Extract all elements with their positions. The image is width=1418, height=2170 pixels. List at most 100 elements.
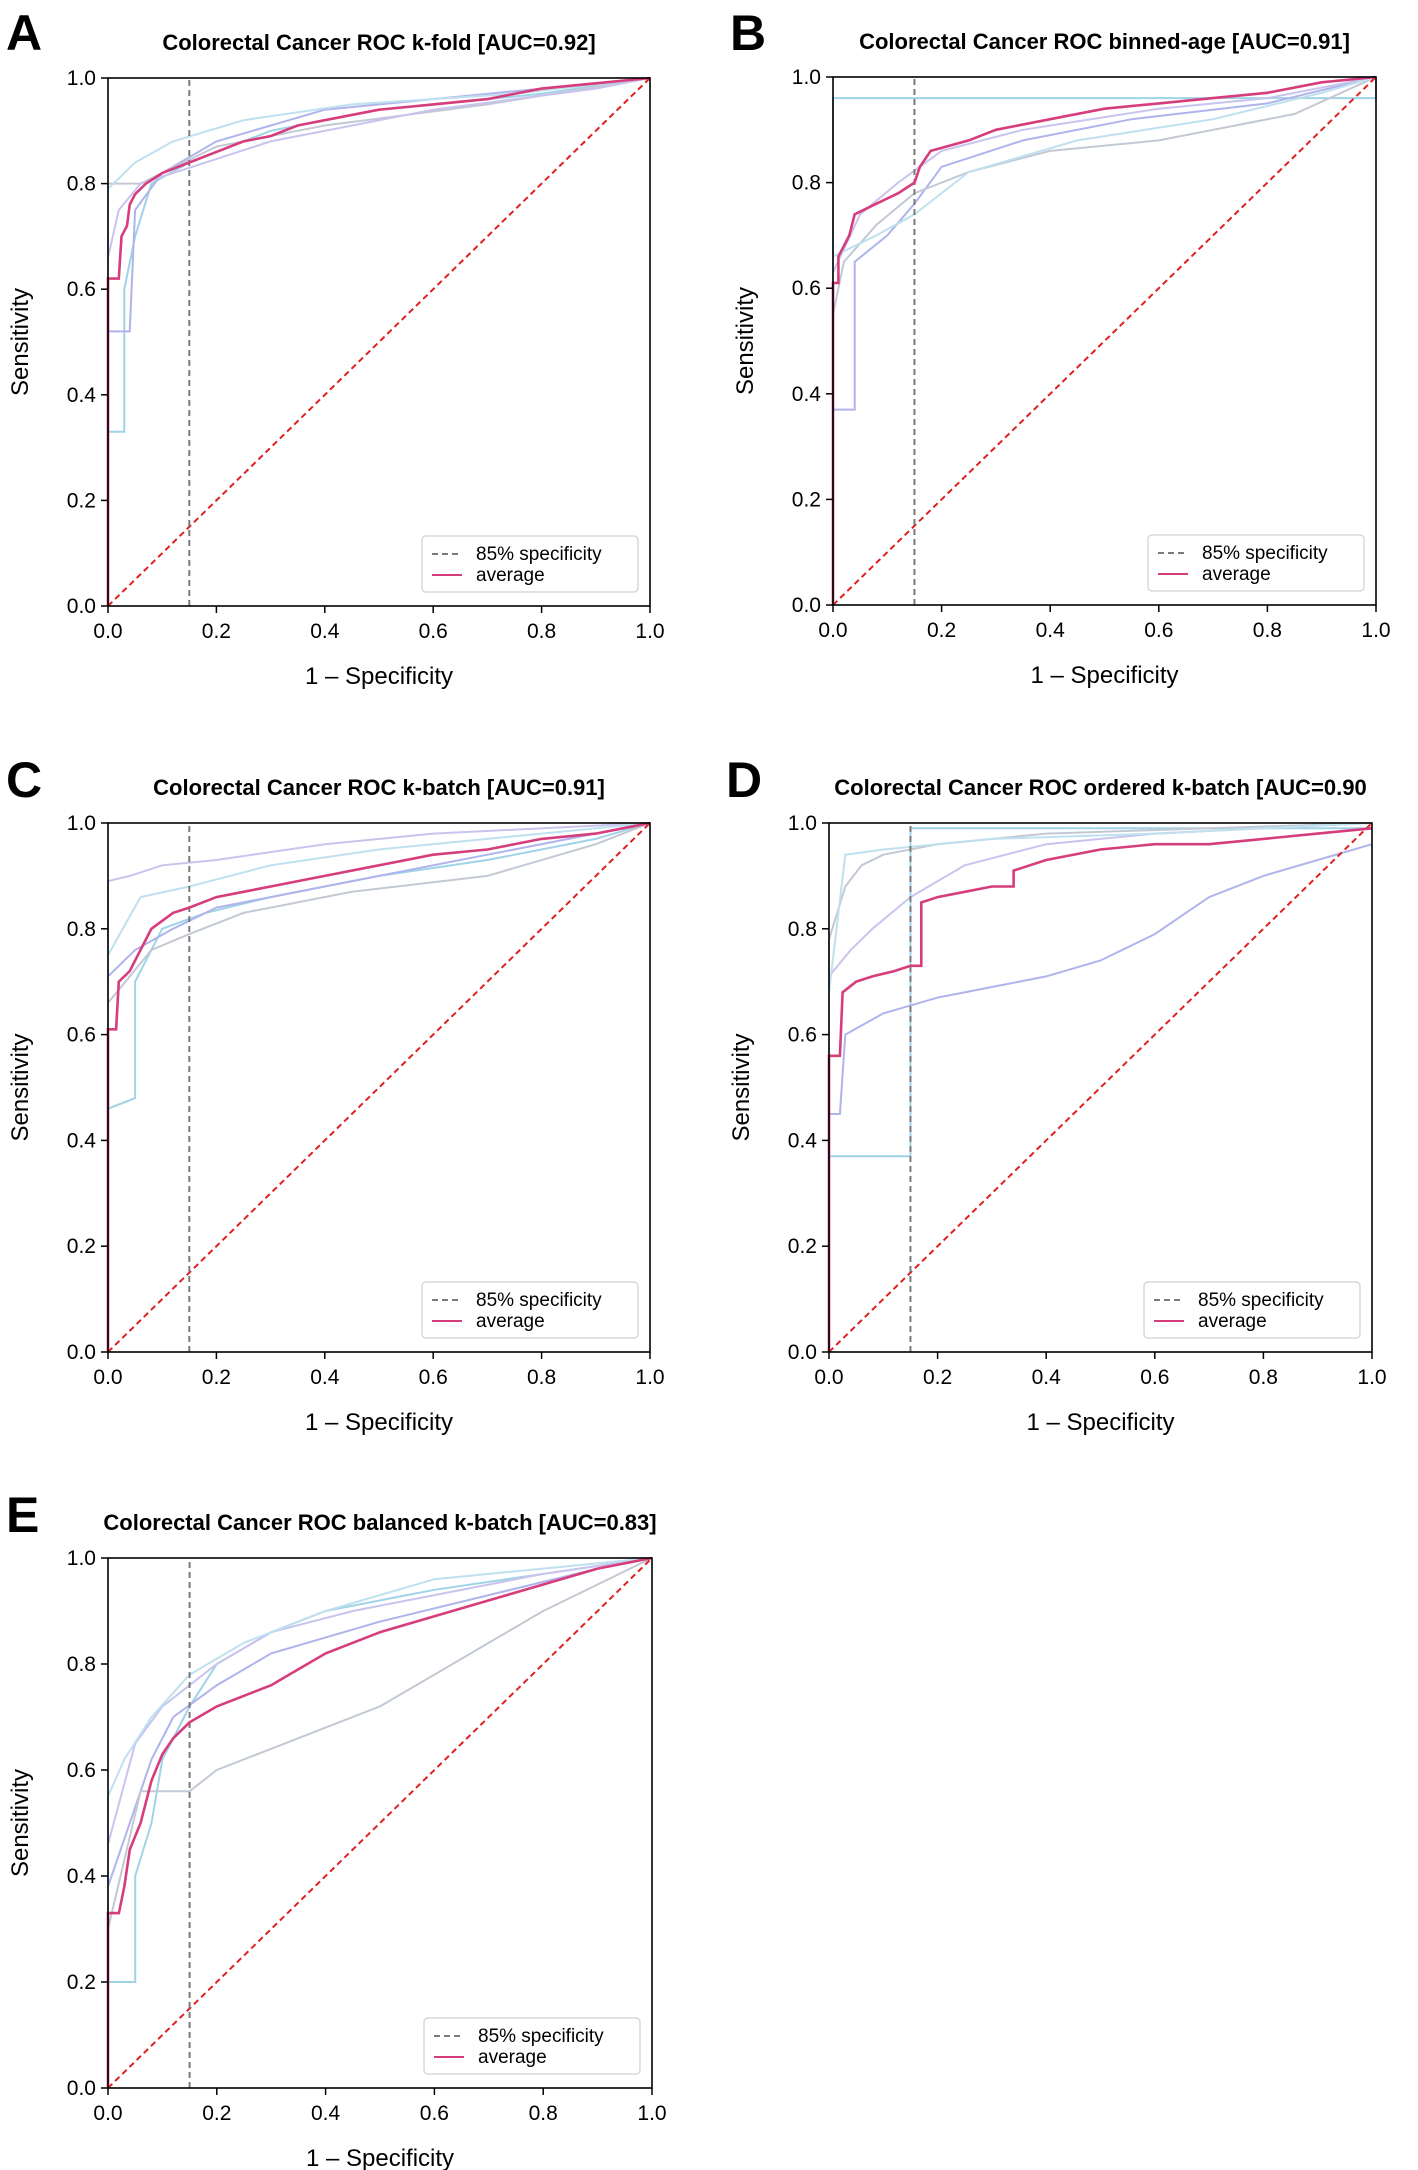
plot-frame <box>107 1557 653 2089</box>
x-tick-label: 0.2 <box>927 619 956 642</box>
x-tick-label: 1.0 <box>637 2102 666 2125</box>
y-tick-label: 0.2 <box>67 489 96 512</box>
y-tick-label: 0.0 <box>67 595 96 618</box>
chance-diagonal-line <box>107 77 651 607</box>
x-tick-label: 0.2 <box>202 2102 231 2125</box>
y-axis-label: Sensitivity <box>728 1033 755 1141</box>
average-roc-line <box>106 821 651 1352</box>
x-tick-label: 0.2 <box>202 1366 231 1389</box>
y-tick-label: 1.0 <box>788 812 817 835</box>
chance-diagonal-line <box>828 822 1373 1353</box>
chart-title: Colorectal Cancer ROC binned-age [AUC=0.… <box>859 29 1350 54</box>
chart-panel: D Colorectal Cancer ROC ordered k-batch [… <box>726 752 1387 1436</box>
x-tick-label: 1.0 <box>1361 619 1390 642</box>
x-tick-label: 1.0 <box>635 620 664 643</box>
chart-title: Colorectal Cancer ROC balanced k-batch [… <box>103 1510 656 1535</box>
y-tick-label: 0.2 <box>67 1235 96 1258</box>
y-tick-label: 0.2 <box>67 1971 96 1994</box>
x-tick-label: 0.4 <box>310 620 340 643</box>
y-tick-label: 0.0 <box>788 1341 817 1364</box>
x-tick-label: 0.2 <box>202 620 231 643</box>
fold-roc-line <box>832 76 1377 605</box>
y-tick-label: 0.0 <box>67 1341 96 1364</box>
y-tick-label: 0.6 <box>67 1759 96 1782</box>
legend-specificity-label: 85% specificity <box>476 544 602 565</box>
x-axis-label: 1 – Specificity <box>305 1409 453 1436</box>
x-tick-label: 0.6 <box>1144 619 1173 642</box>
x-tick-label: 0.8 <box>527 620 556 643</box>
y-tick-label: 0.4 <box>67 384 97 407</box>
chart-panel: B Colorectal Cancer ROC binned-age [AUC=0… <box>730 5 1391 689</box>
x-tick-label: 1.0 <box>1357 1366 1386 1389</box>
y-tick-label: 0.4 <box>67 1865 97 1888</box>
x-tick-label: 0.0 <box>814 1366 843 1389</box>
panel-letter: C <box>6 752 42 808</box>
fold-roc-line <box>107 77 651 606</box>
y-tick-label: 0.8 <box>792 172 821 195</box>
panel-letter: E <box>6 1487 39 1543</box>
chart-panel: A Colorectal Cancer ROC k-fold [AUC=0.92]… <box>6 5 665 690</box>
legend-specificity-label: 85% specificity <box>1202 543 1328 564</box>
y-tick-label: 0.8 <box>67 1653 96 1676</box>
x-tick-label: 0.0 <box>818 619 847 642</box>
x-tick-label: 0.0 <box>93 1366 122 1389</box>
x-axis-label: 1 – Specificity <box>306 2145 454 2170</box>
y-tick-label: 0.6 <box>788 1024 817 1047</box>
legend-average-label: average <box>1198 1311 1267 1332</box>
x-tick-label: 0.8 <box>529 2102 558 2125</box>
y-axis-label: Sensitivity <box>732 287 759 395</box>
x-tick-label: 0.4 <box>310 1366 340 1389</box>
fold-roc-line <box>107 1557 653 2088</box>
x-tick-label: 0.2 <box>923 1366 952 1389</box>
x-tick-label: 0.6 <box>419 620 448 643</box>
x-tick-label: 0.8 <box>527 1366 556 1389</box>
plot-frame <box>107 77 651 607</box>
y-tick-label: 1.0 <box>67 812 96 835</box>
y-tick-label: 0.4 <box>788 1129 818 1152</box>
y-tick-label: 0.8 <box>67 173 96 196</box>
legend-specificity-label: 85% specificity <box>1198 1290 1324 1311</box>
y-tick-label: 0.2 <box>788 1235 817 1258</box>
x-tick-label: 0.6 <box>419 1366 448 1389</box>
y-tick-label: 0.8 <box>788 918 817 941</box>
fold-roc-line <box>107 822 651 1352</box>
x-tick-label: 1.0 <box>635 1366 664 1389</box>
legend-specificity-label: 85% specificity <box>478 2026 604 2047</box>
x-axis-label: 1 – Specificity <box>305 663 453 690</box>
y-tick-label: 0.6 <box>67 1024 96 1047</box>
panel-letter: A <box>6 5 42 61</box>
plot-frame <box>107 822 651 1353</box>
y-tick-label: 0.6 <box>792 277 821 300</box>
chart-title: Colorectal Cancer ROC k-fold [AUC=0.92] <box>162 30 595 55</box>
legend-box <box>421 1281 639 1339</box>
legend-average-label: average <box>476 565 545 586</box>
x-tick-label: 0.0 <box>93 620 122 643</box>
fold-roc-line <box>107 822 651 1352</box>
panel-letter: B <box>730 5 766 61</box>
x-axis-label: 1 – Specificity <box>1026 1409 1174 1436</box>
x-tick-label: 0.4 <box>311 2102 341 2125</box>
legend-box <box>423 2017 641 2075</box>
x-tick-label: 0.6 <box>1140 1366 1169 1389</box>
fold-roc-line <box>828 822 1373 1352</box>
chart-panel: E Colorectal Cancer ROC balanced k-batch … <box>6 1487 667 2170</box>
legend-average-label: average <box>1202 564 1271 585</box>
fold-roc-line <box>107 822 651 1352</box>
fold-roc-line <box>832 76 1377 605</box>
fold-roc-line <box>107 822 651 1352</box>
legend-box <box>1143 1281 1361 1339</box>
average-roc-line <box>827 827 1373 1352</box>
legend-specificity-label: 85% specificity <box>476 1290 602 1311</box>
fold-roc-line <box>107 1557 653 2088</box>
y-axis-label: Sensitivity <box>7 1033 34 1141</box>
chance-diagonal-line <box>107 1557 653 2089</box>
y-tick-label: 1.0 <box>67 1547 96 1570</box>
fold-roc-line <box>828 843 1373 1352</box>
chart-title: Colorectal Cancer ROC k-batch [AUC=0.91] <box>153 775 605 800</box>
x-tick-label: 0.8 <box>1249 1366 1278 1389</box>
y-axis-label: Sensitivity <box>7 288 34 396</box>
x-tick-label: 0.4 <box>1032 1366 1062 1389</box>
fold-roc-line <box>107 1557 653 2088</box>
y-tick-label: 0.6 <box>67 278 96 301</box>
